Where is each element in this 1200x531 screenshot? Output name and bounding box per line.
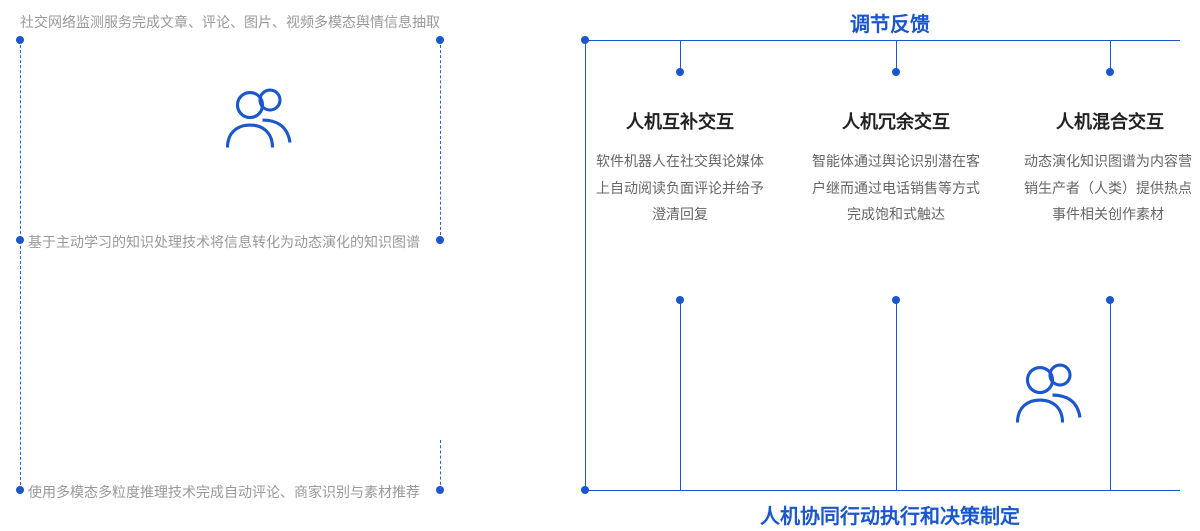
left-dot-mid bbox=[16, 236, 24, 244]
left-dot-top bbox=[16, 36, 24, 44]
right-left-vline bbox=[585, 40, 586, 490]
col3-heading: 人机混合交互 bbox=[1052, 108, 1168, 134]
left-caption-mid: 基于主动学习的知识处理技术将信息转化为动态演化的知识图谱 bbox=[28, 232, 420, 252]
right-top-hline bbox=[585, 40, 1180, 41]
left-right-stub-vline bbox=[440, 40, 441, 240]
col2-drop-bot bbox=[896, 300, 897, 490]
people-icon bbox=[220, 80, 300, 160]
col1-heading: 人机互补交互 bbox=[622, 108, 738, 134]
right-bottom-title: 人机协同行动执行和决策制定 bbox=[760, 500, 1020, 529]
col3-top-dot bbox=[1106, 68, 1114, 76]
col2-heading: 人机冗余交互 bbox=[838, 108, 954, 134]
left-bottom-stub bbox=[440, 440, 441, 490]
col3-body: 动态演化知识图谱为内容营销生产者（人类）提供热点事件相关创作素材 bbox=[1018, 148, 1198, 228]
left-caption-bot: 使用多模态多粒度推理技术完成自动评论、商家识别与素材推荐 bbox=[28, 482, 420, 502]
col2-body: 智能体通过舆论识别潜在客户继而通过电话销售等方式完成饱和式触达 bbox=[808, 148, 984, 228]
col1-drop-bot bbox=[680, 300, 681, 490]
right-section-title: 调节反馈 bbox=[850, 8, 930, 37]
col1-body: 软件机器人在社交舆论媒体上自动阅读负面评论并给予澄清回复 bbox=[595, 148, 765, 228]
left-caption-top: 社交网络监测服务完成文章、评论、图片、视频多模态舆情信息抽取 bbox=[20, 12, 440, 32]
col3-drop-bot bbox=[1110, 300, 1111, 490]
left-right-stub-top bbox=[436, 36, 444, 44]
right-bot-hline bbox=[585, 490, 1180, 491]
people-icon bbox=[1010, 355, 1090, 435]
col1-top-dot bbox=[676, 68, 684, 76]
left-dot-bot bbox=[16, 486, 24, 494]
left-right-stub-mid bbox=[436, 236, 444, 244]
left-vline bbox=[20, 40, 21, 490]
col2-top-dot bbox=[892, 68, 900, 76]
